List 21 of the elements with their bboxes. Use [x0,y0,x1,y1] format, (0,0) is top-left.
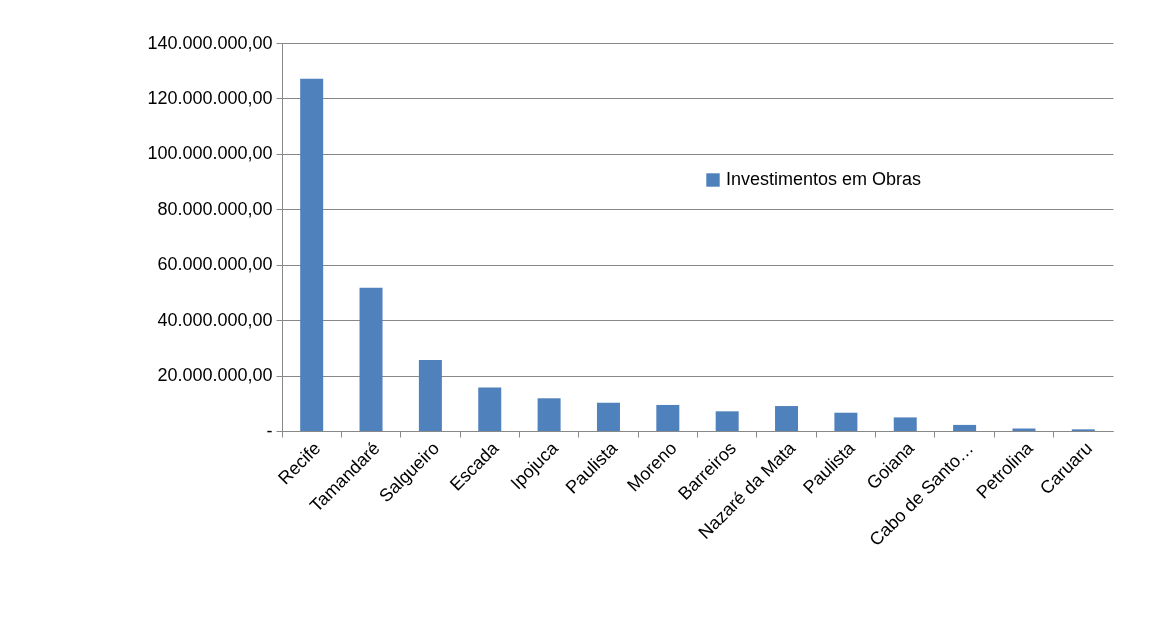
bar [893,417,917,431]
bar [656,404,680,431]
bar [775,406,799,431]
legend-label: Investimentos em Obras [726,169,922,189]
y-tick-label: 120.000.000,00 [147,87,273,108]
y-tick-label: 140.000.000,00 [147,32,273,53]
bar [418,360,442,431]
bar [478,387,502,431]
bar [300,78,324,431]
bar [715,411,739,431]
bar [537,398,561,431]
bar [834,412,858,431]
y-tick-label: 20.000.000,00 [157,365,273,386]
bar [596,402,620,431]
y-tick-label: 80.000.000,00 [157,198,273,219]
y-tick-label: 60.000.000,00 [157,254,273,275]
y-tick-label: - [266,420,273,441]
y-tick-label: 100.000.000,00 [147,143,273,164]
bar [359,287,383,431]
y-tick-label: 40.000.000,00 [157,309,273,330]
bar [953,424,977,431]
